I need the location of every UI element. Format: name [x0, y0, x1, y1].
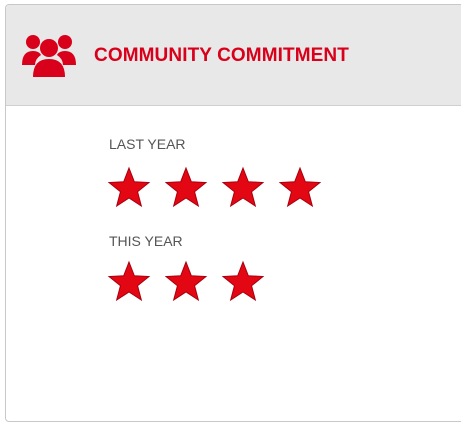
star [164, 260, 208, 302]
card-header: COMMUNITY COMMITMENT [6, 5, 461, 106]
section-label: THIS YEAR [109, 233, 183, 249]
card-title: COMMUNITY COMMITMENT [94, 45, 349, 66]
section-label: LAST YEAR [109, 136, 186, 152]
star [164, 166, 208, 208]
star [221, 260, 265, 302]
star [107, 166, 151, 208]
star [107, 260, 151, 302]
star-rating [107, 166, 322, 208]
star-rating [107, 260, 265, 302]
people-icon [22, 35, 76, 77]
star [221, 166, 265, 208]
card: COMMUNITY COMMITMENT LAST YEAR THIS YEAR [5, 4, 461, 422]
star [278, 166, 322, 208]
